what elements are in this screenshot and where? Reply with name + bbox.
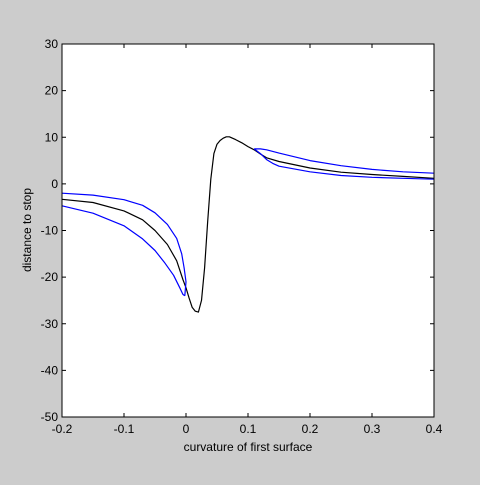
y-tick-label: -20 xyxy=(41,270,59,284)
series-line-4 xyxy=(253,148,435,180)
series-line-0 xyxy=(61,136,435,313)
x-tick-label: -0.1 xyxy=(114,422,135,436)
x-tick-label: 0.1 xyxy=(240,422,257,436)
x-tick-label: 0.4 xyxy=(426,422,443,436)
y-tick-label: 30 xyxy=(45,37,59,51)
plot-area xyxy=(62,44,434,417)
y-tick-label: 20 xyxy=(45,84,59,98)
x-axis-label: curvature of first surface xyxy=(184,440,313,454)
series-layer xyxy=(61,136,435,313)
x-tick-label: -0.2 xyxy=(52,422,73,436)
y-axis-label: distance to stop xyxy=(20,188,34,272)
y-tick-label: -30 xyxy=(41,317,59,331)
y-tick-label: -10 xyxy=(41,224,59,238)
x-tick-label: 0.2 xyxy=(302,422,319,436)
x-tick-label: 0 xyxy=(183,422,190,436)
x-tick-label: 0.3 xyxy=(364,422,381,436)
series-line-1 xyxy=(61,192,187,296)
y-tick-label: 10 xyxy=(45,130,59,144)
series-line-2 xyxy=(61,205,186,297)
y-tick-label: -50 xyxy=(41,410,59,424)
series-line-3 xyxy=(254,148,435,174)
tick-layer: -0.2 -0.1 0 0.1 0.2 0.3 0.4 30 20 10 0 -10 -20 -30 -40… xyxy=(41,37,443,436)
y-tick-label: -40 xyxy=(41,363,59,377)
y-tick-label: 0 xyxy=(51,177,58,191)
